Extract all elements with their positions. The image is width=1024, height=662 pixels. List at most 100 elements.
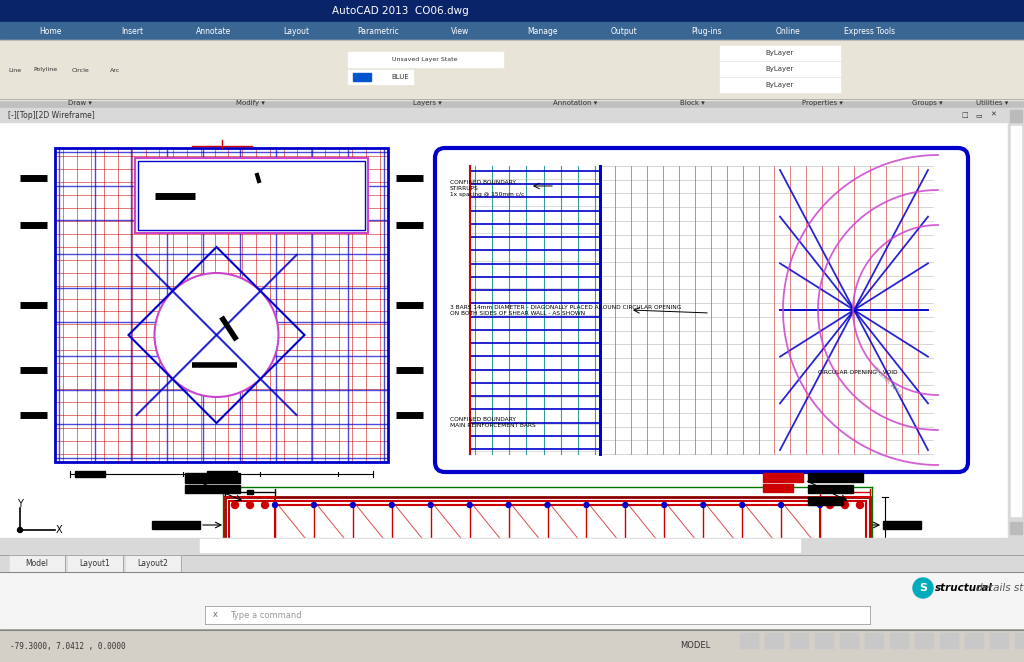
Bar bbox=[820, 497, 870, 553]
Bar bbox=[1011, 126, 1021, 516]
Bar bbox=[247, 490, 253, 494]
Bar bbox=[720, 78, 840, 92]
Text: 3 BARS 14mm DIAMETER - DIAGONALLY PLACED AROUND CIRCULAR OPENING
ON BOTH SIDES O: 3 BARS 14mm DIAMETER - DIAGONALLY PLACED… bbox=[450, 305, 681, 316]
Circle shape bbox=[272, 502, 278, 508]
Circle shape bbox=[261, 502, 268, 508]
Text: Layout1: Layout1 bbox=[80, 559, 111, 567]
Circle shape bbox=[817, 502, 822, 508]
Text: Draw ▾: Draw ▾ bbox=[68, 100, 92, 106]
Text: Properties ▾: Properties ▾ bbox=[802, 100, 843, 106]
Circle shape bbox=[826, 502, 834, 508]
Circle shape bbox=[467, 502, 472, 508]
Bar bbox=[353, 73, 371, 81]
Bar bbox=[808, 485, 853, 493]
Bar bbox=[883, 521, 921, 529]
Circle shape bbox=[842, 542, 849, 549]
Bar bbox=[10, 555, 65, 572]
Text: Home: Home bbox=[39, 26, 61, 36]
Bar bbox=[1010, 522, 1022, 534]
Circle shape bbox=[155, 273, 279, 397]
Text: Annotate: Annotate bbox=[197, 26, 231, 36]
Bar bbox=[55, 148, 388, 462]
Text: ▭: ▭ bbox=[976, 112, 982, 118]
Circle shape bbox=[389, 502, 394, 508]
Bar bbox=[75, 471, 105, 477]
Text: AutoCAD 2013  CO06.dwg: AutoCAD 2013 CO06.dwg bbox=[332, 6, 468, 16]
Bar bbox=[545, 561, 551, 566]
Bar bbox=[808, 473, 863, 482]
Circle shape bbox=[350, 502, 355, 508]
Text: Arc: Arc bbox=[110, 68, 120, 73]
Bar bbox=[0, 122, 1008, 538]
Text: Layout: Layout bbox=[283, 26, 309, 36]
Text: SHEAR WALL: SHEAR WALL bbox=[872, 366, 904, 398]
Bar bbox=[765, 633, 783, 648]
Text: Block ▾: Block ▾ bbox=[680, 100, 705, 106]
Bar bbox=[1008, 108, 1024, 538]
Text: CONFINED BOUNDARY
STIRRUPS
1x spacing @ 150mm c/c: CONFINED BOUNDARY STIRRUPS 1x spacing @ … bbox=[450, 180, 524, 197]
Circle shape bbox=[506, 542, 511, 547]
Bar bbox=[0, 572, 1024, 630]
Circle shape bbox=[506, 502, 511, 508]
Bar bbox=[865, 633, 883, 648]
Bar bbox=[965, 633, 983, 648]
Bar bbox=[126, 555, 181, 572]
Bar bbox=[1010, 110, 1022, 122]
Text: □: □ bbox=[962, 112, 969, 118]
Circle shape bbox=[247, 542, 254, 549]
Bar bbox=[730, 568, 785, 577]
Bar bbox=[940, 633, 958, 648]
Circle shape bbox=[545, 542, 550, 547]
Circle shape bbox=[778, 502, 783, 508]
Bar bbox=[55, 148, 388, 462]
Bar bbox=[225, 497, 275, 553]
Circle shape bbox=[231, 502, 239, 508]
Bar bbox=[348, 70, 413, 84]
Circle shape bbox=[389, 542, 394, 547]
Text: X: X bbox=[55, 525, 62, 535]
Circle shape bbox=[231, 542, 239, 549]
Circle shape bbox=[739, 542, 744, 547]
Circle shape bbox=[545, 502, 550, 508]
Circle shape bbox=[428, 542, 433, 547]
Circle shape bbox=[311, 542, 316, 547]
Bar bbox=[205, 606, 870, 624]
Bar bbox=[135, 158, 368, 233]
Text: Line: Line bbox=[8, 68, 22, 73]
Circle shape bbox=[778, 542, 783, 547]
Bar bbox=[915, 633, 933, 648]
Circle shape bbox=[826, 542, 834, 549]
Circle shape bbox=[311, 502, 316, 508]
Circle shape bbox=[856, 502, 863, 508]
Text: MODEL: MODEL bbox=[680, 641, 711, 651]
Circle shape bbox=[584, 502, 589, 508]
Bar bbox=[200, 539, 800, 552]
Text: structural: structural bbox=[935, 583, 992, 593]
Bar bbox=[0, 108, 1024, 122]
Bar bbox=[0, 40, 1024, 100]
Bar bbox=[790, 633, 808, 648]
Text: Model: Model bbox=[26, 559, 48, 567]
Text: Plug-ins: Plug-ins bbox=[691, 26, 721, 36]
Circle shape bbox=[467, 542, 472, 547]
Bar bbox=[720, 46, 840, 60]
Circle shape bbox=[700, 542, 706, 547]
Circle shape bbox=[272, 542, 278, 547]
FancyBboxPatch shape bbox=[435, 148, 968, 472]
Circle shape bbox=[700, 502, 706, 508]
Text: Annotation ▾: Annotation ▾ bbox=[553, 100, 597, 106]
Circle shape bbox=[856, 542, 863, 549]
Circle shape bbox=[428, 502, 433, 508]
Circle shape bbox=[623, 502, 628, 508]
Circle shape bbox=[623, 542, 628, 547]
Bar bbox=[840, 633, 858, 648]
Text: View: View bbox=[451, 26, 469, 36]
Bar bbox=[152, 521, 200, 529]
Text: Express Tools: Express Tools bbox=[845, 26, 896, 36]
Circle shape bbox=[739, 502, 744, 508]
Text: [-][Top][2D Wireframe]: [-][Top][2D Wireframe] bbox=[8, 111, 95, 120]
Bar bbox=[0, 22, 1024, 40]
Text: CONFINED BOUNDARY
MAIN REINFORCEMENT BARS: CONFINED BOUNDARY MAIN REINFORCEMENT BAR… bbox=[450, 417, 536, 428]
Bar bbox=[138, 161, 365, 230]
Circle shape bbox=[17, 528, 23, 532]
